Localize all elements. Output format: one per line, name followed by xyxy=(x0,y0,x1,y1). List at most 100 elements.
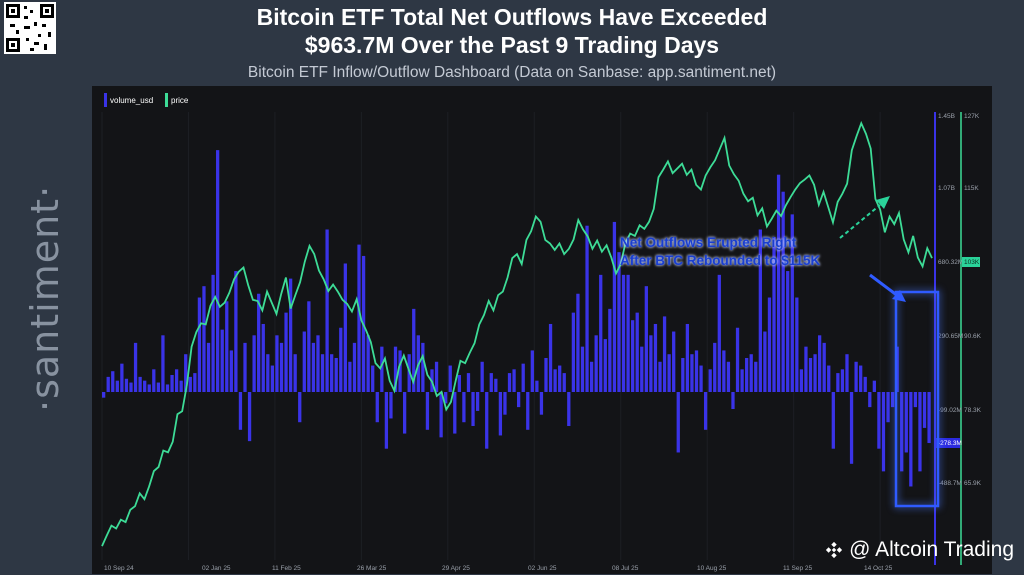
x-axis-label: 02 Jun 25 xyxy=(528,565,557,572)
volume-bar xyxy=(489,373,493,392)
volume-bar xyxy=(767,297,772,392)
volume-current-value-badge xyxy=(936,438,960,448)
volume-bar xyxy=(890,392,895,408)
volume-bar xyxy=(389,392,393,419)
price-axis-label: 127K xyxy=(964,113,980,120)
x-axis-labels: 10 Sep 24 02 Jan 25 11 Feb 25 26 Mar 25 29 A… xyxy=(104,565,893,572)
volume-bar xyxy=(799,369,804,392)
volume-bar xyxy=(503,392,507,415)
annotation-line2: After BTC Rebounded to $115K xyxy=(620,253,821,268)
volume-bar xyxy=(434,361,439,392)
volume-bar xyxy=(425,392,430,430)
volume-bar xyxy=(334,357,338,392)
volume-bar xyxy=(881,392,886,472)
volume-bar xyxy=(781,191,785,392)
volume-bar xyxy=(776,174,781,392)
volume-bar xyxy=(817,335,822,392)
volume-bar xyxy=(599,274,603,392)
volume-axis-label: 290.65M xyxy=(938,333,963,340)
volume-bar xyxy=(900,392,904,472)
volume-bar xyxy=(927,392,931,444)
volume-bar xyxy=(462,392,466,423)
price-line xyxy=(101,120,933,547)
volume-axis-label: 680.32M xyxy=(938,259,963,266)
volume-bar xyxy=(393,346,398,392)
volume-bar xyxy=(325,229,329,392)
volume-bar xyxy=(585,225,589,392)
volume-bar xyxy=(234,271,238,392)
volume-bar xyxy=(471,392,475,427)
volume-bar xyxy=(229,350,233,392)
volume-bar xyxy=(868,392,872,408)
volume-bar xyxy=(631,320,635,392)
volume-bar xyxy=(594,335,598,392)
volume-bar xyxy=(772,237,776,392)
volume-bar xyxy=(288,278,293,392)
volume-bar xyxy=(690,354,694,392)
volume-bar xyxy=(621,274,626,392)
volume-bar xyxy=(275,335,279,392)
volume-bar xyxy=(904,392,908,453)
volume-bar xyxy=(357,244,361,392)
volume-bar xyxy=(293,354,297,392)
volume-bar xyxy=(124,378,129,392)
volume-bar xyxy=(676,392,680,453)
volume-bar xyxy=(849,392,854,464)
volume-bar xyxy=(339,327,343,392)
volume-bar xyxy=(298,392,302,423)
volume-bar xyxy=(384,392,389,449)
volume-bar xyxy=(754,361,758,392)
volume-bar xyxy=(558,365,562,392)
rebound-arrow-line xyxy=(839,204,881,239)
volume-bar xyxy=(740,369,744,392)
x-axis-label: 29 Apr 25 xyxy=(442,565,470,572)
volume-bar xyxy=(202,286,206,392)
volume-bar xyxy=(330,354,334,392)
volume-bar xyxy=(685,323,690,392)
volume-bar xyxy=(918,392,922,472)
volume-bar xyxy=(703,392,708,430)
x-axis-label: 14 Oct 25 xyxy=(864,565,893,572)
volume-bar xyxy=(320,354,325,392)
legend-price-label: price xyxy=(171,96,189,105)
volume-bar xyxy=(170,374,174,392)
qr-code-icon xyxy=(4,2,56,54)
volume-bar xyxy=(284,312,288,392)
volume-bar xyxy=(494,378,498,392)
volume-bar xyxy=(877,392,881,449)
volume-bar xyxy=(562,373,566,392)
volume-bar xyxy=(635,312,639,392)
volume-bar xyxy=(731,392,735,410)
volume-bar xyxy=(658,361,662,392)
volume-bar xyxy=(603,339,607,392)
volume-bar xyxy=(111,371,115,392)
volume-bar xyxy=(412,308,416,392)
annotation-text: Net Outflows Erupted Right After BTC Reb… xyxy=(620,234,820,270)
volume-bar xyxy=(909,392,913,487)
volume-bar xyxy=(553,369,557,392)
volume-bar xyxy=(535,380,539,392)
volume-bar xyxy=(681,357,685,392)
x-axis-label: 11 Sep 25 xyxy=(783,565,813,572)
volume-bar xyxy=(480,361,484,392)
volume-bar xyxy=(699,365,703,392)
volume-bar xyxy=(380,346,384,392)
volume-bar xyxy=(795,297,799,392)
volume-bar xyxy=(206,342,211,392)
volume-bar xyxy=(238,392,243,430)
volume-bar xyxy=(526,392,530,430)
volume-bar xyxy=(831,392,835,449)
volume-bar xyxy=(822,342,826,392)
gridlines xyxy=(101,112,881,560)
volume-bar xyxy=(448,365,452,392)
volume-bar xyxy=(466,373,471,392)
volume-bar xyxy=(138,376,142,392)
volume-bar xyxy=(713,342,717,392)
volume-bar xyxy=(371,365,375,392)
volume-bar xyxy=(252,335,256,392)
volume-bar xyxy=(548,323,553,392)
volume-bar xyxy=(174,369,179,392)
volume-bar xyxy=(147,384,151,392)
rebound-arrow-head-icon xyxy=(876,196,890,209)
chart-subtitle: Bitcoin ETF Inflow/Outflow Dashboard (Da… xyxy=(247,64,777,81)
